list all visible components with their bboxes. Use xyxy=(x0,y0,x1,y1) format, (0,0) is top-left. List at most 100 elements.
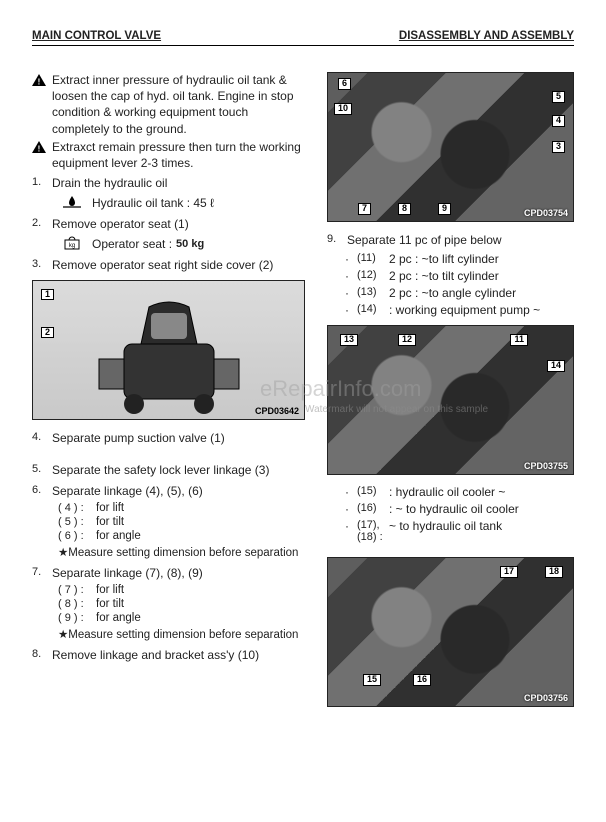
step-text: Remove operator seat (1) xyxy=(52,216,305,233)
fig-callout: 11 xyxy=(510,334,528,346)
step-num: 2. xyxy=(32,216,52,229)
step-num: 6. xyxy=(32,483,52,496)
figure-label: CPD03754 xyxy=(524,208,568,218)
fig-callout: 8 xyxy=(398,203,411,215)
left-column: ! Extract inner pressure of hydraulic oi… xyxy=(32,72,305,707)
step-text: Separate pump suction valve (1) xyxy=(52,430,305,447)
item-text: ~ to hydraulic oil tank xyxy=(389,519,574,533)
item-number: (13) xyxy=(357,286,389,298)
bullet-icon: · xyxy=(345,252,357,266)
step-num: 3. xyxy=(32,257,52,270)
item-number: (14) xyxy=(357,303,389,315)
list-item: ·(16): ~ to hydraulic oil cooler xyxy=(345,502,574,516)
star-note-2: ★Measure setting dimension before separa… xyxy=(58,627,305,641)
item-number: (16) xyxy=(357,502,389,514)
step-num: 4. xyxy=(32,430,52,443)
svg-text:kg: kg xyxy=(69,243,75,249)
fig-callout: 15 xyxy=(363,674,381,686)
list-item: ·(11)2 pc : ~to lift cylinder xyxy=(345,252,574,266)
op-seat-weight: 50 kg xyxy=(176,238,204,250)
warning-triangle-icon: ! xyxy=(32,141,46,153)
step-num: 7. xyxy=(32,565,52,578)
fig-callout: 4 xyxy=(552,115,565,127)
list-item: ·(15): hydraulic oil cooler ~ xyxy=(345,485,574,499)
step-5: 5. Separate the safety lock lever linkag… xyxy=(32,462,305,479)
right-list-2: ·(15): hydraulic oil cooler ~ ·(16): ~ to… xyxy=(327,485,574,543)
bullet-icon: · xyxy=(345,269,357,283)
drip-icon xyxy=(60,195,84,212)
item-text: : ~ to hydraulic oil cooler xyxy=(389,502,574,516)
item-text: for lift xyxy=(96,502,305,514)
list-item: ( 7 ) :for lift xyxy=(58,584,305,596)
warning-1: ! Extract inner pressure of hydraulic oi… xyxy=(32,72,305,137)
fig-callout: 2 xyxy=(41,327,54,339)
step-2: 2. Remove operator seat (1) xyxy=(32,216,305,233)
list-item: ·(12)2 pc : ~to tilt cylinder xyxy=(345,269,574,283)
item-text: for lift xyxy=(96,584,305,596)
list-item: ( 5 ) :for tilt xyxy=(58,516,305,528)
item-number: (11) xyxy=(357,252,389,264)
bullet-icon: · xyxy=(345,502,357,516)
item-number: (17), (18) : xyxy=(357,519,389,543)
bullet-icon: · xyxy=(345,286,357,300)
item-text: 2 pc : ~to angle cylinder xyxy=(389,286,574,300)
step-num: 8. xyxy=(32,647,52,660)
item-number: ( 9 ) : xyxy=(58,612,96,624)
step-7: 7. Separate linkage (7), (8), (9) xyxy=(32,565,305,582)
figure-label: CPD03755 xyxy=(524,461,568,471)
list-item: ·(14): working equipment pump ~ xyxy=(345,303,574,317)
list-item: ( 6 ) :for angle xyxy=(58,530,305,542)
step-1: 1. Drain the hydraulic oil xyxy=(32,175,305,192)
item-text: for tilt xyxy=(96,516,305,528)
svg-text:!: ! xyxy=(38,144,41,153)
warning-triangle-icon: ! xyxy=(32,74,46,86)
fig-callout: 5 xyxy=(552,91,565,103)
list-item: ·(13)2 pc : ~to angle cylinder xyxy=(345,286,574,300)
fig-callout: 18 xyxy=(545,566,563,578)
item-text: for angle xyxy=(96,530,305,542)
item-text: for angle xyxy=(96,612,305,624)
op-seat-text: Operator seat : xyxy=(92,237,172,251)
header-left: MAIN CONTROL VALVE xyxy=(32,30,161,42)
step-9: 9. Separate 11 pc of pipe below xyxy=(327,232,574,249)
figure-photo-placeholder xyxy=(328,326,573,474)
fig-callout: 7 xyxy=(358,203,371,215)
item-text: 2 pc : ~to lift cylinder xyxy=(389,252,574,266)
step-text: Remove operator seat right side cover (2… xyxy=(52,257,305,274)
item-number: ( 6 ) : xyxy=(58,530,96,542)
step-3: 3. Remove operator seat right side cover… xyxy=(32,257,305,274)
item-number: (12) xyxy=(357,269,389,281)
step-4: 4. Separate pump suction valve (1) xyxy=(32,430,305,447)
step-text: Remove linkage and bracket ass'y (10) xyxy=(52,647,305,664)
fig-callout: 9 xyxy=(438,203,451,215)
step-num: 5. xyxy=(32,462,52,475)
weight-icon: kg xyxy=(60,236,84,253)
figure-3: 13 12 11 14 CPD03755 xyxy=(327,325,574,475)
step-num: 1. xyxy=(32,175,52,188)
figure-photo-placeholder xyxy=(328,73,573,221)
step-text: Separate 11 pc of pipe below xyxy=(347,232,574,249)
fig-callout: 17 xyxy=(500,566,518,578)
operator-seat-line: kg Operator seat : 50 kg xyxy=(60,236,305,253)
fig-callout: 3 xyxy=(552,141,565,153)
hyd-oil-text: Hydraulic oil tank : 45 ℓ xyxy=(92,196,214,210)
cab-sketch-icon xyxy=(89,289,249,419)
fig-callout: 13 xyxy=(340,334,358,346)
step-7-items: ( 7 ) :for lift( 8 ) :for tilt( 9 ) :for… xyxy=(32,584,305,624)
fig-callout: 10 xyxy=(334,103,352,115)
item-text: : working equipment pump ~ xyxy=(389,303,574,317)
list-item: ( 8 ) :for tilt xyxy=(58,598,305,610)
list-item: ·(17), (18) :~ to hydraulic oil tank xyxy=(345,519,574,543)
content-columns: ! Extract inner pressure of hydraulic oi… xyxy=(32,72,574,707)
list-item: ( 4 ) :for lift xyxy=(58,502,305,514)
step-9-items: ·(11)2 pc : ~to lift cylinder·(12)2 pc :… xyxy=(327,252,574,317)
list-item: ( 9 ) :for angle xyxy=(58,612,305,624)
fig-callout: 6 xyxy=(338,78,351,90)
step-6: 6. Separate linkage (4), (5), (6) xyxy=(32,483,305,500)
star-note-1: ★Measure setting dimension before separa… xyxy=(58,545,305,559)
figure-2: 6 10 5 4 3 7 8 9 CPD03754 xyxy=(327,72,574,222)
fig-callout: 12 xyxy=(398,334,416,346)
fig-callout: 14 xyxy=(547,360,565,372)
warning-1-text: Extract inner pressure of hydraulic oil … xyxy=(52,72,305,137)
warning-2: ! Extraxct remain pressure then turn the… xyxy=(32,139,305,171)
